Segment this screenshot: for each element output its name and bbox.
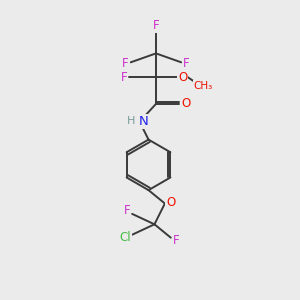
Text: O: O <box>181 98 190 110</box>
Text: O: O <box>166 196 176 208</box>
Text: N: N <box>138 115 148 128</box>
Text: CH₃: CH₃ <box>194 81 213 91</box>
Text: F: F <box>122 57 129 70</box>
Text: F: F <box>183 57 190 70</box>
Text: F: F <box>153 19 159 32</box>
Text: Cl: Cl <box>120 231 131 244</box>
Text: F: F <box>173 234 179 247</box>
Text: O: O <box>178 71 187 84</box>
Text: H: H <box>127 116 136 126</box>
Text: F: F <box>121 71 127 84</box>
Text: F: F <box>124 204 130 218</box>
